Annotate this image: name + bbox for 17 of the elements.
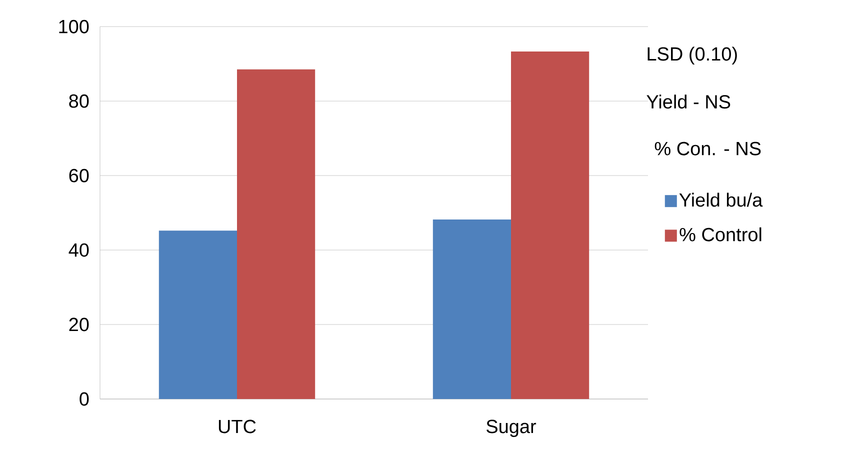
- y-tick-label: 100: [59, 20, 89, 34]
- bar: [511, 52, 590, 399]
- bar: [237, 69, 316, 399]
- legend-label: % Control: [680, 227, 762, 242]
- y-tick-label: 40: [68, 243, 89, 257]
- x-tick-label: UTC: [218, 420, 256, 434]
- x-tick-label: Sugar: [486, 420, 536, 437]
- text: % Con. - NS: [654, 142, 761, 156]
- y-tick-label: 20: [69, 318, 89, 332]
- legend-label: Yield bu/a: [679, 192, 763, 207]
- y-tick-label: 80: [69, 94, 89, 108]
- bar: [432, 220, 512, 399]
- y-tick-label: 0: [80, 392, 89, 406]
- annotation: Yield - NS: [646, 94, 730, 109]
- y-tick-label: 60: [69, 168, 89, 182]
- annotation: LSD (0.10): [648, 46, 737, 64]
- bar: [158, 230, 237, 399]
